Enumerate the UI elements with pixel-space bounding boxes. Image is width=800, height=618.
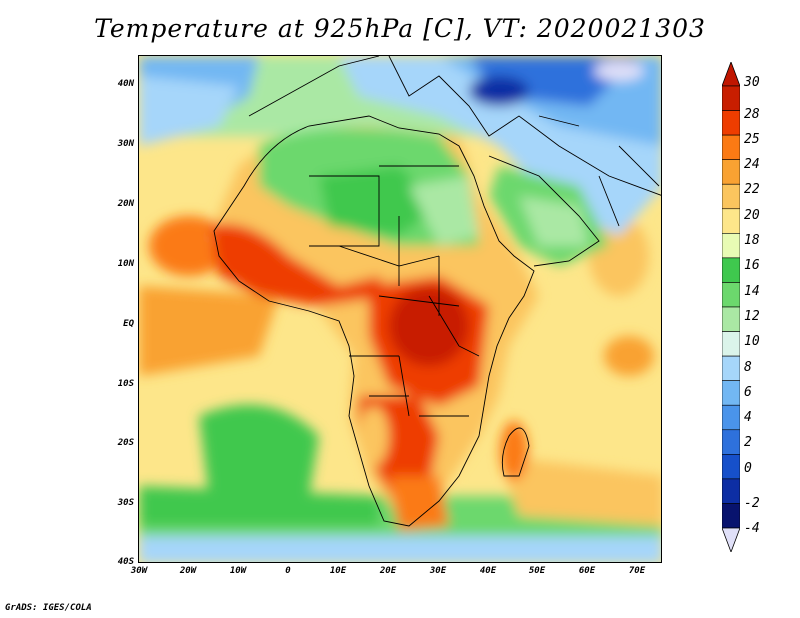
- colorbar-label-14: 14: [744, 284, 760, 299]
- colorbar-cell-18: [722, 233, 740, 259]
- lat-label-30n: 30N: [117, 139, 134, 149]
- lon-label-50e: 50E: [528, 566, 546, 576]
- colorbar-cell-4: [722, 404, 740, 431]
- lon-label-30e: 30E: [429, 566, 447, 576]
- colorbar-label-m2: -2: [744, 496, 760, 511]
- colorbar-cell-25: [722, 134, 740, 160]
- colorbar-label-8: 8: [744, 360, 752, 375]
- lat-label-eq: EQ: [123, 319, 134, 329]
- colorbar-label-28: 28: [744, 107, 760, 122]
- lon-label-10e: 10E: [329, 566, 347, 576]
- lat-label-10s: 10S: [117, 379, 134, 389]
- colorbar-cell-30: [722, 85, 740, 111]
- colorbar-label-22: 22: [744, 182, 760, 197]
- temperature-field: [139, 56, 661, 562]
- colorbar-cells: [722, 85, 740, 529]
- colorbar-label-4: 4: [744, 410, 752, 425]
- temperature-map[interactable]: [138, 55, 662, 563]
- lat-label-30s: 30S: [117, 498, 134, 508]
- colorbar-cell-14: [722, 282, 740, 308]
- lon-label-20e: 20E: [379, 566, 397, 576]
- colorbar-label-24: 24: [744, 157, 760, 172]
- lon-label-30w: 30W: [130, 566, 148, 576]
- country-borders: [213, 56, 661, 527]
- colorbar-cell--2: [722, 478, 740, 504]
- colorbar-cell-16: [722, 257, 740, 283]
- colorbar-label-12: 12: [744, 309, 760, 324]
- colorbar-cell-8: [722, 355, 740, 381]
- lon-label-60e: 60E: [578, 566, 596, 576]
- colorbar-cell-12: [722, 306, 740, 332]
- colorbar-label-6: 6: [744, 385, 752, 400]
- colorbar-cell-22: [722, 183, 740, 210]
- lat-label-40s: 40S: [117, 557, 134, 567]
- lon-label-40e: 40E: [479, 566, 497, 576]
- colorbar-label-16: 16: [744, 258, 760, 273]
- colorbar-cell-10: [722, 331, 740, 357]
- colorbar-cell-0: [722, 454, 740, 480]
- lat-label-20s: 20S: [117, 438, 134, 448]
- colorbar-cell--4: [722, 503, 740, 529]
- lon-label-70e: 70E: [628, 566, 646, 576]
- lon-label-20w: 20W: [179, 566, 197, 576]
- colorbar-cell-24: [722, 159, 740, 185]
- colorbar-label-25: 25: [744, 132, 760, 147]
- colorbar-label-m4: -4: [744, 521, 760, 536]
- colorbar-cell-20: [722, 208, 740, 234]
- colorbar-cell-28: [722, 110, 740, 136]
- colorbar-cell-6: [722, 380, 740, 406]
- colorbar-cell-2: [722, 429, 740, 455]
- colorbar-label-20: 20: [744, 208, 760, 223]
- colorbar-label-30: 30: [744, 75, 760, 90]
- colorbar-label-18: 18: [744, 233, 760, 248]
- colorbar-label-0: 0: [744, 461, 752, 476]
- lat-label-10n: 10N: [117, 259, 134, 269]
- map-title: Temperature at 925hPa [C], VT: 202002130…: [94, 14, 706, 43]
- lat-label-20n: 20N: [117, 199, 134, 209]
- colorbar-top-arrow: [722, 62, 740, 87]
- lat-label-40n: 40N: [117, 79, 134, 89]
- colorbar-label-10: 10: [744, 334, 760, 349]
- colorbar-label-2: 2: [744, 435, 752, 450]
- colorbar-bottom-arrow: [722, 527, 740, 552]
- footer-credit: GrADS: IGES/COLA: [5, 603, 92, 613]
- lon-label-0: 0: [285, 566, 291, 576]
- lon-label-10w: 10W: [229, 566, 247, 576]
- colorbar: [722, 62, 740, 552]
